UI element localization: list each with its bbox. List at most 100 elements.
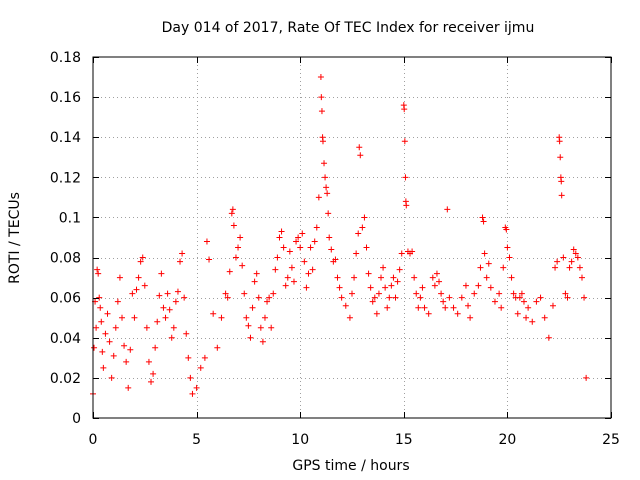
- data-point: [403, 202, 410, 209]
- data-point: [326, 234, 333, 241]
- y-tick-label: 0.18: [50, 50, 81, 66]
- data-point: [97, 304, 104, 311]
- data-point: [367, 284, 374, 291]
- data-point: [516, 294, 523, 301]
- data-point: [388, 282, 395, 289]
- data-point: [520, 298, 527, 305]
- data-point: [471, 290, 478, 297]
- data-point: [152, 344, 159, 351]
- y-tick-label: 0.12: [50, 170, 81, 186]
- x-axis-label: GPS time / hours: [292, 458, 409, 474]
- data-point: [98, 318, 105, 325]
- data-point: [108, 374, 115, 381]
- data-point: [121, 342, 128, 349]
- data-point: [261, 314, 268, 321]
- y-tick-label: 0.04: [50, 331, 81, 347]
- data-point: [363, 244, 370, 251]
- data-point: [401, 106, 408, 113]
- data-point: [193, 384, 200, 391]
- data-point: [257, 324, 264, 331]
- x-tick-label: 10: [291, 432, 309, 448]
- data-point: [100, 364, 107, 371]
- data-point: [94, 266, 101, 273]
- data-point: [102, 330, 109, 337]
- data-point: [429, 274, 436, 281]
- data-point: [458, 294, 465, 301]
- data-point: [230, 222, 237, 229]
- data-point: [480, 218, 487, 225]
- data-point: [487, 284, 494, 291]
- data-point: [214, 344, 221, 351]
- data-point: [483, 274, 490, 281]
- data-point: [172, 298, 179, 305]
- data-point: [160, 304, 167, 311]
- data-point: [529, 318, 536, 325]
- data-point: [413, 290, 420, 297]
- data-point: [336, 284, 343, 291]
- data-point: [421, 304, 428, 311]
- data-point: [226, 268, 233, 275]
- data-point: [338, 294, 345, 301]
- data-point: [440, 298, 447, 305]
- data-point: [545, 334, 552, 341]
- grid-lines: [93, 57, 611, 418]
- data-point: [533, 298, 540, 305]
- data-point: [239, 262, 246, 269]
- data-point: [373, 310, 380, 317]
- data-point: [380, 264, 387, 271]
- data-point: [578, 274, 585, 281]
- data-point: [450, 304, 457, 311]
- data-point: [402, 174, 409, 181]
- data-point: [119, 314, 126, 321]
- data-point: [174, 288, 181, 295]
- data-point: [431, 282, 438, 289]
- data-point: [139, 254, 146, 261]
- data-point: [295, 234, 302, 241]
- data-point: [386, 294, 393, 301]
- data-point: [328, 246, 335, 253]
- data-point: [218, 314, 225, 321]
- data-point: [558, 178, 565, 185]
- data-point: [568, 258, 575, 265]
- data-point: [95, 270, 102, 277]
- data-point: [353, 250, 360, 257]
- data-point: [96, 294, 103, 301]
- y-tick-label: 0.14: [50, 130, 81, 146]
- data-point: [419, 284, 426, 291]
- data-point: [415, 304, 422, 311]
- data-point: [224, 294, 231, 301]
- data-point: [222, 290, 229, 297]
- data-point: [318, 108, 325, 115]
- data-point: [349, 290, 355, 297]
- data-point: [189, 390, 196, 397]
- x-tick-label: 5: [192, 432, 201, 448]
- data-point: [272, 266, 279, 273]
- data-point: [365, 270, 372, 277]
- data-point: [249, 304, 256, 311]
- data-point: [166, 306, 173, 313]
- data-point: [164, 290, 171, 297]
- data-point: [232, 254, 239, 261]
- data-point: [558, 192, 565, 199]
- data-point: [313, 224, 320, 231]
- data-point: [444, 206, 451, 213]
- data-point: [446, 294, 453, 301]
- data-point: [382, 284, 389, 291]
- data-point: [201, 354, 208, 361]
- data-point: [334, 274, 341, 281]
- data-point: [503, 226, 510, 233]
- data-point: [442, 304, 449, 311]
- data-point: [154, 318, 161, 325]
- data-point: [110, 352, 117, 359]
- data-point: [566, 264, 573, 271]
- axis-ticks: [93, 57, 612, 419]
- data-point: [112, 324, 119, 331]
- data-point: [396, 266, 403, 273]
- data-point: [467, 314, 474, 321]
- data-point: [276, 234, 283, 241]
- data-point: [253, 270, 260, 277]
- data-point: [409, 248, 416, 255]
- data-point: [454, 310, 461, 317]
- data-point: [554, 258, 561, 265]
- data-point: [549, 302, 556, 309]
